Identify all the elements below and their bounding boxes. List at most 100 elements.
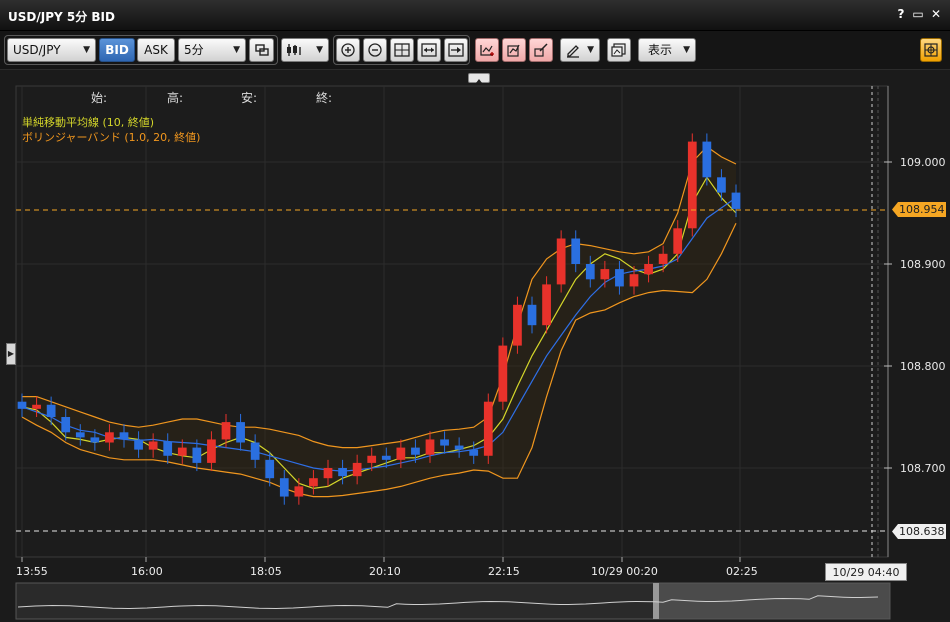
candle-body [425, 439, 435, 455]
candle-body [702, 141, 712, 178]
currency-pair-value: USD/JPY [13, 43, 61, 57]
settings-button[interactable] [920, 38, 942, 62]
bollinger-legend[interactable]: ボリンジャーバンド (1.0, 20, 終値) [22, 131, 201, 144]
candle-body [381, 455, 391, 460]
zoom-out-button[interactable] [363, 38, 387, 62]
x-tick-label: 02:25 [726, 565, 758, 578]
close-label: 終: [316, 91, 333, 105]
indicator-legend: 単純移動平均線 (10, 終値) ボリンジャーバンド (1.0, 20, 終値) [22, 115, 200, 145]
candle-body [556, 238, 566, 285]
open-label: 始: [91, 91, 108, 105]
candle-body [279, 478, 289, 497]
candle-body [177, 447, 187, 456]
collapse-panel-button[interactable] [468, 73, 490, 83]
chart-type-button[interactable]: ▼ [281, 38, 329, 62]
window-title: USD/JPY 5分 BID [8, 10, 115, 24]
zoom-in-button[interactable] [336, 38, 360, 62]
display-menu-label: 表示 [648, 43, 673, 57]
bollinger-lower-line [21, 222, 737, 498]
candle-body [498, 345, 508, 402]
crosshair-button[interactable] [390, 38, 414, 62]
chevron-down-icon: ▼ [233, 45, 240, 55]
drawing-tool-button[interactable]: ▼ [560, 38, 600, 62]
candle-body [527, 304, 537, 326]
y-tick-label: 108.700 [900, 462, 946, 475]
minimize-icon[interactable]: ▭ [912, 7, 924, 21]
candle-body [454, 445, 464, 450]
ask-button[interactable]: ASK [137, 38, 175, 62]
x-tick-label: 22:15 [488, 565, 520, 578]
close-icon[interactable]: ✕ [930, 7, 942, 21]
current-price-tag: 108.954 [892, 202, 946, 217]
chevron-down-icon: ▼ [83, 45, 90, 55]
candle-body [338, 468, 347, 477]
sma-legend[interactable]: 単純移動平均線 (10, 終値) [22, 116, 155, 129]
interval-select[interactable]: 5分 ▼ [178, 38, 246, 62]
candle-body [265, 459, 275, 479]
x-tick-label: 13:55 [16, 565, 48, 578]
candle-body [673, 228, 683, 254]
remove-indicator-button[interactable] [529, 38, 553, 62]
candle-body [61, 417, 71, 433]
candle-body [731, 192, 741, 209]
candle-body [396, 447, 406, 460]
candle-body [352, 462, 362, 477]
zoom-in-icon [341, 43, 355, 57]
high-label: 高: [167, 91, 184, 105]
side-panel-toggle[interactable]: ▶ [6, 343, 16, 365]
compare-button[interactable] [249, 38, 274, 62]
candle-body [309, 478, 318, 487]
zoom-group [333, 35, 470, 65]
zoom-out-icon [368, 43, 382, 57]
candle-body [250, 442, 260, 460]
candle-body [17, 401, 27, 409]
add-indicator-icon [480, 45, 494, 56]
candlesticks [17, 133, 741, 505]
hover-time-label: 10/29 04:40 [825, 563, 907, 581]
chevron-down-icon: ▼ [587, 45, 594, 55]
navigator-handle [653, 583, 659, 619]
candle-body [75, 432, 85, 438]
symbol-group [4, 35, 278, 65]
candle-body [469, 449, 479, 456]
candle-body [148, 441, 158, 450]
candle-body [615, 269, 624, 287]
y-tick-label: 108.800 [900, 360, 946, 373]
candle-body [571, 238, 581, 264]
bid-button[interactable]: BID [99, 38, 135, 62]
interval-value: 5分 [184, 43, 204, 57]
x-tick-label: 18:05 [250, 565, 282, 578]
y-tick-label: 108.900 [900, 258, 946, 271]
x-tick-label: 10/29 00:20 [591, 565, 658, 578]
chevron-down-icon: ▼ [683, 45, 690, 55]
candle-body [644, 264, 653, 275]
candle-body [323, 468, 333, 479]
chevron-down-icon: ▼ [316, 45, 323, 55]
candle-body [119, 432, 129, 440]
candle-body [717, 177, 726, 193]
gridlines [16, 86, 892, 557]
chevron-up-icon [476, 79, 482, 83]
candle-body [658, 253, 668, 264]
fit-width-button[interactable] [417, 38, 441, 62]
x-axis-ticks [21, 557, 741, 562]
edit-indicator-button[interactable] [502, 38, 526, 62]
candle-body [440, 439, 449, 446]
candle-body [236, 422, 245, 443]
candle-body [367, 455, 377, 463]
screenshot-button[interactable] [607, 38, 631, 62]
currency-pair-select[interactable]: USD/JPY ▼ [7, 38, 96, 62]
window-title-bar: USD/JPY 5分 BID ? ▭ ✕ [0, 0, 950, 31]
help-icon[interactable]: ? [897, 7, 905, 21]
scroll-latest-button[interactable] [444, 38, 468, 62]
crosshair-icon [394, 43, 410, 57]
add-indicator-button[interactable] [475, 38, 499, 62]
candle-body [207, 439, 216, 463]
display-menu-button[interactable]: 表示 ▼ [638, 38, 696, 62]
candle-body [163, 441, 173, 456]
candle-body [411, 447, 420, 455]
candle-body [134, 439, 143, 450]
x-tick-label: 20:10 [369, 565, 401, 578]
toolbar: USD/JPY ▼ BID ASK 5分 ▼ ▼ ▼ 表示 [0, 31, 950, 70]
